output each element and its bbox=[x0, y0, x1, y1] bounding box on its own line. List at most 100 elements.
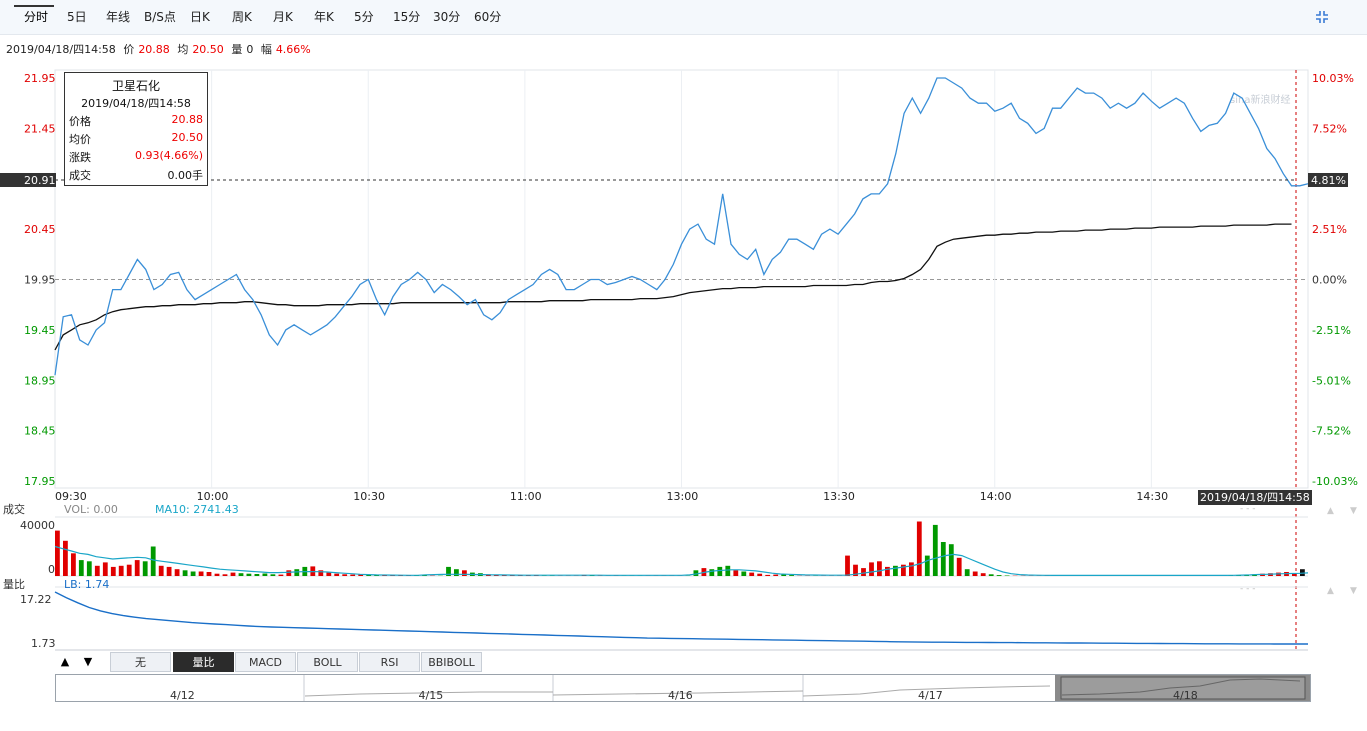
volume-bar bbox=[350, 574, 356, 576]
volume-bar bbox=[86, 561, 92, 577]
volume-bar bbox=[869, 562, 874, 576]
indicator-macd-button[interactable]: MACD bbox=[235, 652, 296, 672]
volume-bar bbox=[749, 572, 755, 576]
tooltip-stock-name: 卫星石化 bbox=[111, 79, 160, 93]
tab-30min[interactable]: 30分 bbox=[433, 10, 461, 24]
indicator-bbiboll-button[interactable]: BBIBOLL bbox=[421, 652, 482, 672]
volume-bar bbox=[693, 570, 699, 576]
volume-bar bbox=[956, 557, 962, 576]
tab-60min[interactable]: 60分 bbox=[474, 10, 502, 24]
tab-daily-k[interactable]: 日K bbox=[190, 10, 210, 24]
volume-bar bbox=[916, 521, 922, 576]
volume-bar bbox=[757, 573, 763, 576]
volume-bar bbox=[78, 560, 84, 576]
y-tick-left: 18.45 bbox=[24, 425, 56, 438]
volume-bar bbox=[158, 565, 164, 576]
tab-monthly-k[interactable]: 月K bbox=[273, 10, 293, 24]
tab-bs-points[interactable]: B/S点 bbox=[144, 10, 176, 24]
tab-yearly-k[interactable]: 年K bbox=[314, 10, 334, 24]
watermark-logo: sina新浪财经 bbox=[1230, 93, 1290, 106]
volume-bar bbox=[741, 571, 747, 576]
info-vol: 0 bbox=[246, 43, 254, 56]
volume-bar bbox=[374, 575, 379, 576]
volume-bar bbox=[102, 562, 108, 576]
cursor-time-badge bbox=[1198, 490, 1312, 505]
volume-bar bbox=[246, 573, 252, 576]
volume-bar bbox=[1292, 573, 1297, 576]
volume-bar bbox=[238, 573, 244, 576]
volume-bar bbox=[286, 570, 292, 576]
x-tick-label: 11:00 bbox=[510, 490, 542, 503]
tooltip-value: 0.00手 bbox=[167, 169, 204, 182]
volume-bar bbox=[366, 574, 372, 576]
scroll-down-arrow-icon[interactable]: ▼ bbox=[83, 655, 93, 668]
indicator-rsi-button[interactable]: RSI bbox=[359, 652, 420, 672]
x-tick-label: 13:30 bbox=[823, 490, 855, 503]
volume-bar bbox=[845, 555, 850, 576]
volume-bar bbox=[126, 564, 132, 576]
date-range-navigator[interactable] bbox=[55, 674, 1311, 702]
volume-bar bbox=[885, 566, 890, 576]
indicator-boll-button[interactable]: BOLL bbox=[297, 652, 358, 672]
volume-bar bbox=[150, 546, 156, 576]
lb-label: LB: 1.74 bbox=[64, 578, 109, 591]
vol-tick: 40000 bbox=[20, 519, 55, 532]
lb-panel-title: 量比 bbox=[3, 578, 25, 591]
volume-bar bbox=[1004, 575, 1010, 576]
volume-bar bbox=[893, 565, 898, 576]
tab-5min[interactable]: 5分 bbox=[354, 10, 374, 24]
volume-bar bbox=[254, 574, 260, 576]
crosshair-tooltip: 卫星石化 2019/04/18/四14:58 价格 20.88 均价 20.50 涨… bbox=[64, 72, 208, 186]
scroll-up-arrow-icon[interactable]: ▲ bbox=[60, 655, 70, 668]
y-tick-right: 7.52% bbox=[1312, 122, 1347, 135]
y-tick-right: -7.52% bbox=[1312, 425, 1351, 438]
tooltip-row-change: 涨跌 0.93(4.66%) bbox=[69, 149, 203, 164]
volume-bar bbox=[996, 575, 1002, 576]
tooltip-row-avg: 均价 20.50 bbox=[69, 131, 204, 146]
indicator-none-button[interactable]: 无 bbox=[110, 652, 171, 672]
volume-bar bbox=[110, 566, 116, 576]
volume-bar bbox=[964, 569, 970, 576]
volume-bar bbox=[294, 569, 300, 576]
lb-tick: 17.22 bbox=[20, 593, 52, 606]
tab-yearline[interactable]: 年线 bbox=[106, 10, 131, 24]
volume-bar bbox=[230, 572, 236, 576]
tab-weekly-k[interactable]: 周K bbox=[232, 10, 252, 24]
volume-bar bbox=[94, 565, 100, 576]
volume-bar bbox=[206, 572, 212, 576]
lb-tick: 1.73 bbox=[31, 637, 56, 650]
volume-bar bbox=[932, 524, 938, 576]
cursor-time-label: 2019/04/18/四14:58 bbox=[1200, 491, 1310, 504]
tab-intraday[interactable]: 分时 bbox=[24, 10, 49, 24]
info-price-label: 价 bbox=[123, 43, 135, 56]
vol-tick: 0 bbox=[48, 563, 55, 576]
cursor-pct-label: 4.81% bbox=[1311, 174, 1346, 187]
tooltip-key: 均价 bbox=[69, 133, 91, 146]
panel-expand-icon: ▼ bbox=[1350, 586, 1357, 596]
x-tick-label: 14:30 bbox=[1136, 490, 1168, 503]
x-tick-label: 09:30 bbox=[55, 490, 87, 503]
volume-bar bbox=[198, 571, 204, 576]
tab-15min[interactable]: 15分 bbox=[393, 10, 421, 24]
avg-price-line bbox=[54, 223, 1292, 351]
volume-bar bbox=[789, 575, 794, 576]
tab-5day[interactable]: 5日 bbox=[67, 10, 87, 24]
volume-bar bbox=[765, 574, 771, 576]
fullscreen-icon[interactable] bbox=[1315, 10, 1329, 24]
tooltip-key: 成交 bbox=[69, 169, 91, 182]
x-tick-label: 10:30 bbox=[353, 490, 385, 503]
volume-bar bbox=[174, 569, 180, 576]
info-vol-label: 量 bbox=[231, 43, 243, 56]
y-tick-right: -2.51% bbox=[1312, 324, 1351, 337]
panel-collapse-icon: ▲ bbox=[1327, 506, 1334, 516]
tooltip-value: 0.93(4.66%) bbox=[134, 149, 203, 162]
active-tab-indicator bbox=[14, 5, 54, 7]
indicator-lb-button[interactable]: 量比 bbox=[173, 652, 234, 672]
y-tick-left: 21.95 bbox=[24, 72, 56, 85]
volume-bar bbox=[142, 561, 148, 577]
tooltip-value: 20.50 bbox=[171, 131, 204, 144]
tooltip-row-price: 价格 20.88 bbox=[69, 113, 203, 128]
y-tick-left: 21.45 bbox=[24, 122, 56, 135]
price-line bbox=[54, 77, 1309, 376]
